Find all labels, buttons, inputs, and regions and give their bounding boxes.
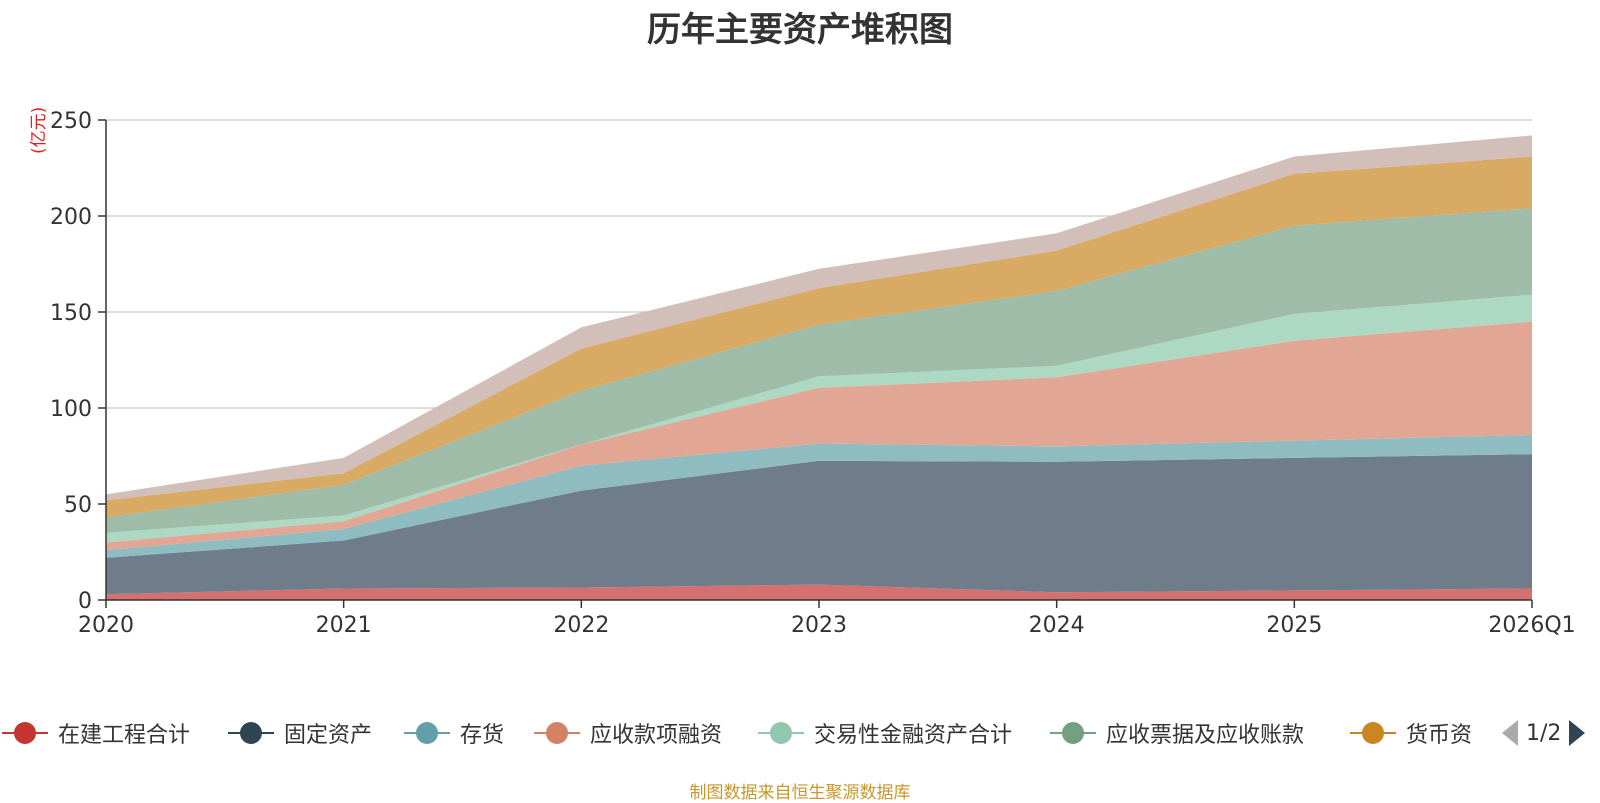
area-series-3 [106, 321, 1532, 551]
y-tick-label: 250 [50, 109, 92, 134]
legend-item[interactable]: 应收款项融资 [532, 716, 722, 750]
legend-item[interactable]: 应收票据及应收账款 [1048, 716, 1304, 750]
chart-title: 历年主要资产堆积图 [647, 10, 953, 50]
x-tick-label: 2021 [316, 613, 372, 638]
y-tick-label: 200 [50, 205, 92, 230]
legend-label: 在建工程合计 [58, 723, 191, 748]
legend-label: 应收票据及应收账款 [1106, 723, 1305, 748]
legend: 在建工程合计 固定资产 存货 应收款项融资 交易性金融资产合计 应收票据及应收账款 货币资 [0, 716, 1600, 752]
legend-label: 货币资 [1406, 723, 1473, 748]
area-series-4 [106, 294, 1532, 543]
area-series-5 [106, 208, 1532, 533]
area-series-0 [106, 584, 1532, 600]
legend-marker-icon [1050, 722, 1096, 744]
legend-marker-icon [534, 722, 580, 744]
legend-label: 应收款项融资 [590, 723, 723, 748]
legend-marker-icon [228, 722, 274, 744]
y-tick-label: 50 [64, 493, 92, 518]
legend-pager: 1/2 [1500, 716, 1587, 750]
y-axis-unit-label: (亿元) [29, 106, 49, 154]
y-tick-label: 0 [78, 589, 92, 614]
area-series-1 [106, 454, 1532, 595]
x-tick-label: 2020 [78, 613, 134, 638]
area-series-6 [106, 156, 1532, 518]
legend-marker-icon [758, 722, 804, 744]
legend-marker-icon [1350, 722, 1396, 744]
y-tick-label: 100 [50, 397, 92, 422]
area-series-2 [106, 434, 1532, 558]
x-tick-label: 2024 [1029, 613, 1085, 638]
stacked-areas [106, 135, 1532, 600]
legend-label: 固定资产 [284, 723, 373, 748]
legend-marker-icon [404, 722, 450, 744]
legend-label: 存货 [460, 723, 505, 748]
x-tick-label: 2026Q1 [1488, 613, 1575, 638]
axes: 0 50 100 150 200 250 2020 2021 2022 2023 2024 2025 2… [50, 109, 1576, 638]
x-tick-label: 2023 [791, 613, 847, 638]
legend-page-indicator: 1/2 [1526, 720, 1562, 746]
legend-item[interactable]: 在建工程合计 [0, 716, 190, 750]
area-series-7 [106, 135, 1532, 501]
legend-prev-page-icon[interactable] [1500, 718, 1520, 748]
legend-marker-icon [2, 722, 48, 744]
y-tick-label: 150 [50, 301, 92, 326]
x-tick-label: 2022 [553, 613, 609, 638]
legend-label: 交易性金融资产合计 [814, 723, 1013, 748]
legend-item[interactable]: 交易性金融资产合计 [756, 716, 1012, 750]
x-tick-label: 2025 [1266, 613, 1322, 638]
legend-item[interactable]: 货币资 [1348, 716, 1472, 750]
legend-item[interactable]: 固定资产 [226, 716, 372, 750]
source-note: 制图数据来自恒生聚源数据库 [689, 783, 911, 803]
legend-item[interactable]: 存货 [402, 716, 504, 750]
legend-next-page-icon[interactable] [1567, 718, 1587, 748]
